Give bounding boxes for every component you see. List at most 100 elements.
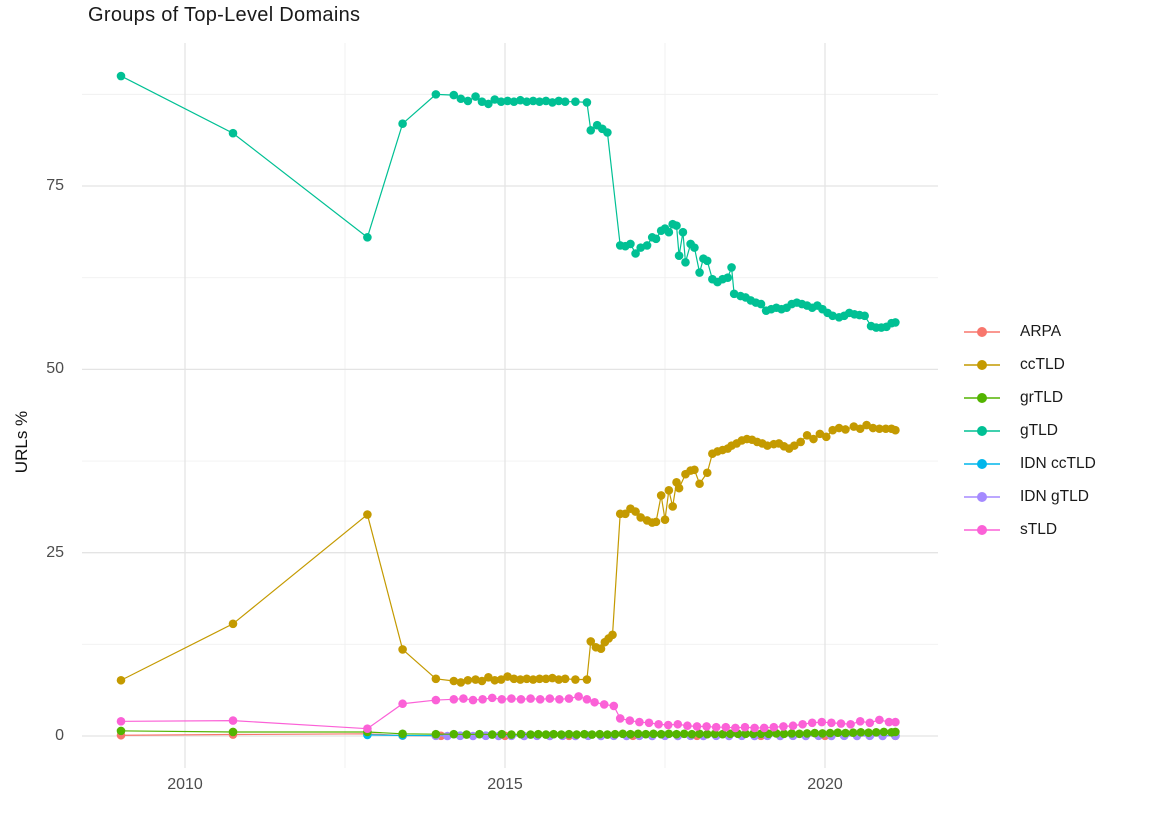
series-point-grTLD bbox=[656, 729, 666, 739]
series-point-sTLD bbox=[875, 715, 884, 725]
series-point-ccTLD bbox=[484, 673, 493, 682]
series-point-ccTLD bbox=[651, 517, 661, 527]
series-point-ccTLD bbox=[674, 483, 684, 493]
series-point-grTLD bbox=[795, 729, 804, 739]
series-point-grTLD bbox=[787, 729, 797, 738]
series-point-sTLD bbox=[574, 692, 583, 701]
series-point-ccTLD bbox=[509, 674, 519, 684]
series-point-gTLD bbox=[756, 299, 766, 309]
series-point-grTLD bbox=[633, 729, 643, 739]
series-point-gTLD bbox=[664, 227, 674, 237]
series-point-gTLD bbox=[651, 234, 661, 244]
series-point-ccTLD bbox=[548, 673, 557, 683]
series-point-grTLD bbox=[595, 729, 605, 739]
series-point-sTLD bbox=[116, 717, 126, 726]
series-point-gTLD bbox=[603, 128, 612, 137]
series-point-grTLD bbox=[649, 729, 658, 739]
series-point-sTLD bbox=[545, 694, 555, 703]
series-point-ccTLD bbox=[116, 675, 126, 685]
series-point-gTLD bbox=[702, 256, 712, 266]
legend-label: IDN gTLD bbox=[1020, 487, 1089, 505]
series-point-gTLD bbox=[363, 233, 372, 242]
series-point-gTLD bbox=[672, 221, 681, 230]
series-point-sTLD bbox=[459, 694, 468, 703]
legend-label: grTLD bbox=[1020, 388, 1064, 406]
series-point-gTLD bbox=[642, 241, 652, 250]
series-line-ccTLD bbox=[120, 424, 896, 684]
series-point-sTLD bbox=[827, 718, 836, 728]
series-point-grTLD bbox=[833, 728, 843, 738]
series-point-grTLD bbox=[487, 730, 497, 739]
series-point-gTLD bbox=[681, 257, 690, 267]
series-point-sTLD bbox=[702, 722, 711, 731]
series-point-sTLD bbox=[865, 718, 875, 728]
series-point-grTLD bbox=[664, 729, 674, 739]
series-point-gTLD bbox=[484, 99, 493, 109]
series-point-ccTLD bbox=[875, 424, 884, 434]
x-tick-label: 2020 bbox=[807, 776, 843, 793]
legend-label: ccTLD bbox=[1020, 355, 1065, 373]
series-point-ccTLD bbox=[841, 425, 850, 434]
series-point-grTLD bbox=[871, 728, 881, 737]
series-point-gTLD bbox=[503, 96, 512, 106]
legend-key-icon bbox=[964, 326, 1000, 337]
series-point-sTLD bbox=[609, 701, 619, 711]
series-point-grTLD bbox=[507, 730, 516, 739]
series-point-ccTLD bbox=[571, 675, 580, 684]
series-point-grTLD bbox=[741, 729, 750, 739]
series-point-ccTLD bbox=[596, 644, 606, 654]
series-point-ccTLD bbox=[868, 423, 878, 433]
series-point-ccTLD bbox=[763, 441, 772, 450]
series-point-ccTLD bbox=[809, 434, 818, 444]
series-point-gTLD bbox=[582, 98, 592, 107]
series-point-gTLD bbox=[541, 96, 551, 106]
series-point-sTLD bbox=[228, 716, 238, 725]
series-point-ccTLD bbox=[582, 675, 592, 684]
series-point-grTLD bbox=[841, 728, 850, 738]
series-point-sTLD bbox=[759, 723, 769, 733]
series-point-gTLD bbox=[548, 98, 557, 107]
series-point-ccTLD bbox=[586, 637, 596, 646]
series-point-sTLD bbox=[798, 719, 807, 729]
series-point-ccTLD bbox=[431, 674, 441, 684]
series-point-sTLD bbox=[599, 700, 609, 709]
legend-label: gTLD bbox=[1020, 421, 1058, 439]
series-point-gTLD bbox=[456, 94, 466, 104]
series-point-gTLD bbox=[496, 97, 506, 106]
series-point-ccTLD bbox=[560, 674, 570, 684]
series-point-sTLD bbox=[555, 695, 564, 704]
series-point-grTLD bbox=[779, 729, 789, 739]
series-point-sTLD bbox=[769, 722, 779, 732]
series-point-ccTLD bbox=[490, 675, 500, 685]
series-point-gTLD bbox=[509, 97, 519, 106]
series-point-grTLD bbox=[710, 729, 720, 739]
series-point-sTLD bbox=[516, 695, 526, 704]
series-point-sTLD bbox=[644, 718, 654, 728]
series-point-sTLD bbox=[731, 723, 740, 733]
series-point-sTLD bbox=[884, 717, 894, 727]
x-tick-label: 2010 bbox=[167, 776, 203, 793]
chart-title: Groups of Top-Level Domains bbox=[88, 4, 361, 26]
series-point-sTLD bbox=[807, 718, 817, 728]
series-point-sTLD bbox=[721, 722, 731, 732]
series-point-gTLD bbox=[678, 227, 688, 237]
series-point-ccTLD bbox=[855, 424, 865, 434]
series-point-gTLD bbox=[828, 311, 837, 321]
series-point-sTLD bbox=[779, 722, 788, 731]
series-point-grTLD bbox=[802, 729, 812, 738]
series-point-grTLD bbox=[398, 729, 407, 739]
series-point-sTLD bbox=[711, 722, 721, 732]
series-point-sTLD bbox=[363, 724, 372, 733]
series-point-sTLD bbox=[750, 723, 759, 733]
series-point-gTLD bbox=[463, 96, 473, 106]
series-point-ccTLD bbox=[862, 420, 871, 430]
series-point-gTLD bbox=[554, 96, 564, 106]
series-point-gTLD bbox=[860, 311, 869, 321]
series-point-grTLD bbox=[672, 729, 681, 739]
series-point-sTLD bbox=[582, 695, 592, 704]
series-point-gTLD bbox=[723, 273, 733, 282]
series-point-grTLD bbox=[533, 729, 543, 739]
legend-label: sTLD bbox=[1020, 520, 1058, 538]
series-point-sTLD bbox=[507, 694, 516, 703]
